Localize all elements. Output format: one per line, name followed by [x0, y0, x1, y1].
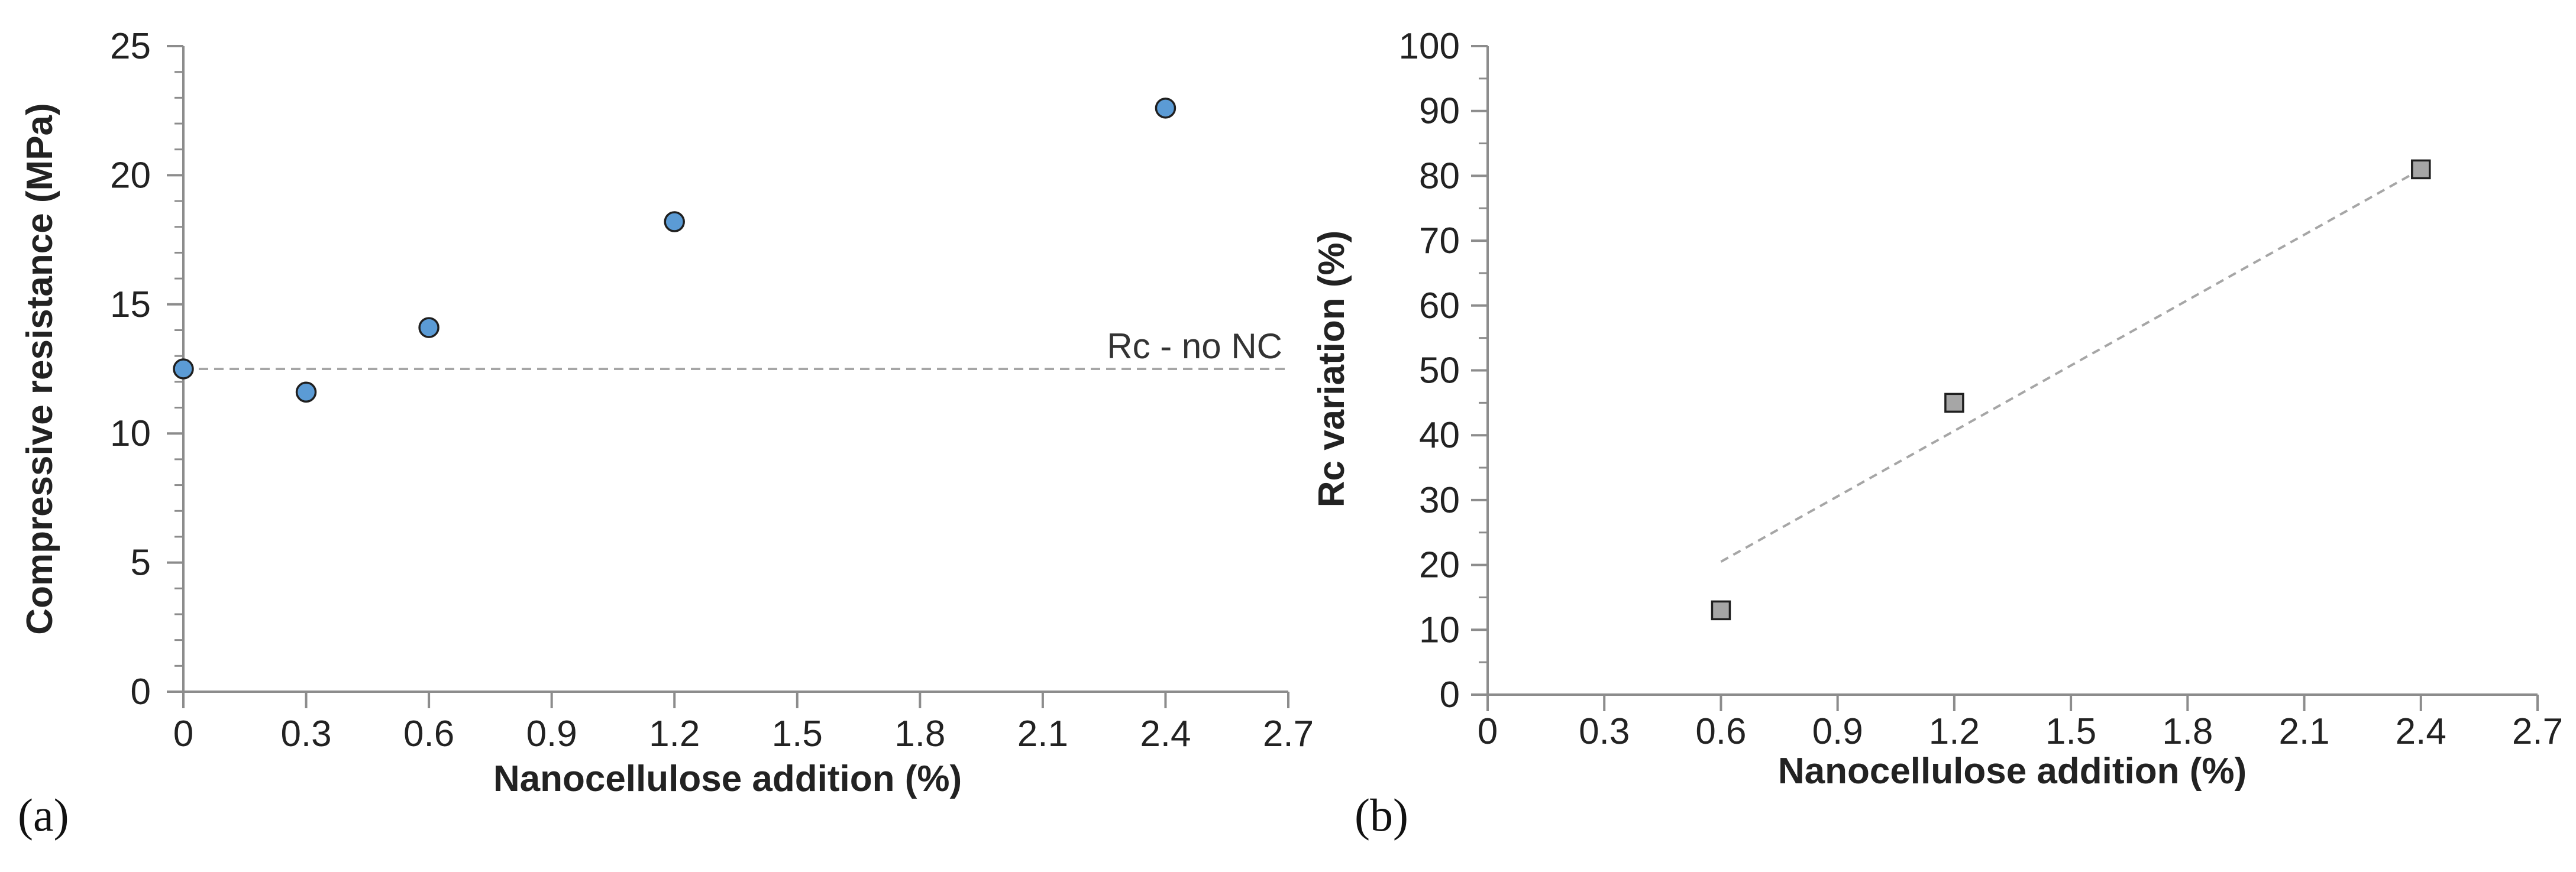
data-point-square — [1944, 393, 1964, 413]
x-tick-label: 1.2 — [649, 714, 700, 754]
x-tick-label: 0.3 — [280, 714, 331, 754]
panel-a-compressive-resistance: 0 5 10 15 20 25 0 0.3 0.6 0.9 1.2 1.5 1.8 2.1 2.4 2.7 Co… — [18, 26, 1314, 841]
x-tick-label: 0.9 — [1812, 711, 1863, 752]
x-axis-title: Nanocellulose addition (%) — [1778, 751, 2247, 792]
x-tick-label: 0.3 — [1579, 711, 1630, 752]
y-axis-title: Rc variation (%) — [1311, 231, 1352, 508]
y-tick-label: 0 — [1440, 675, 1460, 715]
data-point-square — [1711, 600, 1731, 621]
x-tick-label: 2.7 — [2512, 711, 2563, 752]
y-tick-label: 40 — [1419, 415, 1460, 456]
y-tick-label: 5 — [131, 543, 151, 584]
y-tick-label: 20 — [1419, 545, 1460, 586]
y-axis-title: Compressive resistance (MPa) — [20, 103, 60, 634]
y-tick-label: 10 — [110, 413, 151, 454]
y-tick-label: 25 — [110, 26, 151, 67]
y-tick-label: 80 — [1419, 155, 1460, 196]
y-tick-label: 90 — [1419, 91, 1460, 132]
y-tick-label: 50 — [1419, 351, 1460, 391]
x-tick-label: 2.4 — [1140, 714, 1191, 754]
x-tick-label: 1.8 — [894, 714, 945, 754]
x-tick-label: 0.9 — [526, 714, 577, 754]
reference-line-label: Rc - no NC — [1107, 326, 1282, 366]
data-point-circle — [173, 358, 194, 380]
y-tick-label: 30 — [1419, 480, 1460, 521]
x-tick-label: 1.8 — [2162, 711, 2213, 752]
data-point-circle — [295, 381, 317, 403]
y-tick-label: 100 — [1399, 26, 1460, 67]
panel-label: (a) — [18, 789, 69, 841]
x-tick-label: 2.4 — [2396, 711, 2446, 752]
x-axis-title: Nanocellulose addition (%) — [493, 758, 962, 799]
data-point-circle — [418, 317, 439, 338]
data-point-square — [2411, 159, 2431, 180]
x-tick-label: 0 — [1478, 711, 1498, 752]
x-tick-label: 2.7 — [1263, 714, 1314, 754]
data-point-circle — [664, 211, 685, 232]
x-tick-label: 2.1 — [1017, 714, 1068, 754]
data-point-circle — [1155, 98, 1177, 119]
panel-label: (b) — [1355, 789, 1408, 841]
x-tick-label: 0.6 — [403, 714, 454, 754]
y-tick-label: 20 — [110, 155, 151, 196]
x-tick-label: 1.5 — [772, 714, 823, 754]
y-tick-label: 15 — [110, 284, 151, 325]
linear-trendline — [1720, 168, 2422, 563]
x-tick-label: 1.2 — [1929, 711, 1980, 752]
x-tick-label: 0.6 — [1695, 711, 1746, 752]
x-tick-label: 0 — [173, 714, 193, 754]
panel-b-rc-variation: 0 10 20 30 40 50 60 70 80 90 100 0 0.3 0.6 0.9 1.2 1.5 1.… — [1311, 26, 2563, 841]
x-tick-label: 2.1 — [2278, 711, 2329, 752]
y-tick-label: 0 — [131, 672, 151, 712]
y-tick-label: 60 — [1419, 286, 1460, 326]
x-tick-label: 1.5 — [2045, 711, 2096, 752]
y-tick-label: 70 — [1419, 221, 1460, 261]
y-tick-label: 10 — [1419, 610, 1460, 650]
